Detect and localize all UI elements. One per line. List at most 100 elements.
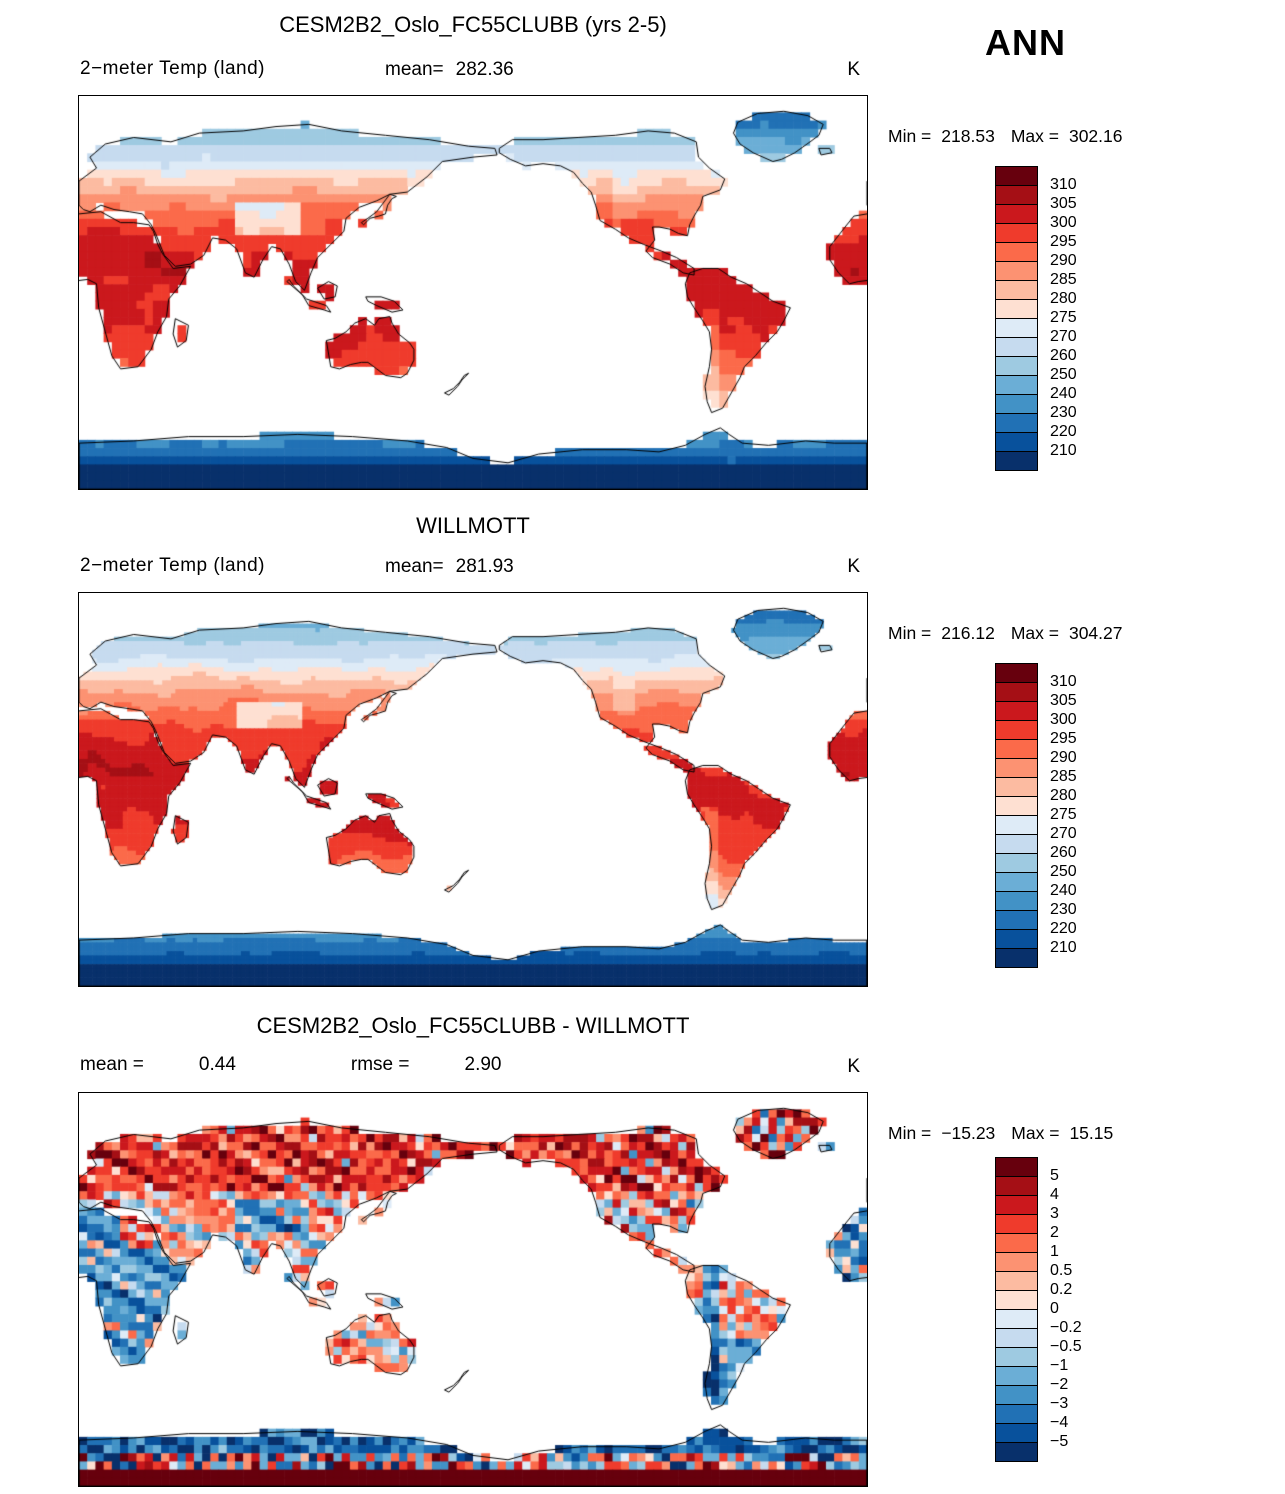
colorbar-box — [995, 337, 1038, 357]
colorbar-label: 0.5 — [1050, 1262, 1073, 1279]
min-value: −15.23 — [941, 1123, 996, 1143]
colorbar-box — [995, 1442, 1038, 1462]
colorbar-label: 305 — [1050, 692, 1077, 709]
colorbar-box — [995, 872, 1038, 892]
colorbar-box — [995, 1423, 1038, 1443]
colorbar-label: 295 — [1050, 233, 1077, 250]
colorbar-box — [995, 1347, 1038, 1367]
colorbar-box — [995, 451, 1038, 471]
map-canvas-model — [78, 95, 868, 490]
panel-model: CESM2B2_Oslo_FC55CLUBB (yrs 2-5) 2−meter… — [0, 0, 1285, 497]
colorbar-label: 280 — [1050, 290, 1077, 307]
colorbar-box — [995, 299, 1038, 319]
colorbar-box — [995, 1404, 1038, 1424]
minmax-line: Min = 216.12 Max = 304.27 — [888, 623, 1123, 644]
colorbar-label: −1 — [1050, 1357, 1069, 1374]
colorbar-box — [995, 891, 1038, 911]
mean-rmse-line: mean = 0.44 rmse = 2.90 — [80, 1054, 501, 1076]
mean-value: 0.44 — [198, 1054, 236, 1075]
panel-difference: CESM2B2_Oslo_FC55CLUBB - WILLMOTT mean =… — [0, 997, 1285, 1494]
colorbar-label: 0 — [1050, 1300, 1059, 1317]
colorbar-box — [995, 1195, 1038, 1215]
map-canvas-difference — [78, 1092, 868, 1487]
colorbar-label: 220 — [1050, 920, 1077, 937]
max-value: 15.15 — [1069, 1123, 1114, 1143]
colorbar-label: 270 — [1050, 825, 1077, 842]
colorbar-box — [995, 739, 1038, 759]
colorbar-label: −0.2 — [1050, 1319, 1082, 1336]
colorbar-box — [995, 1252, 1038, 1272]
colorbar-label: −3 — [1050, 1395, 1069, 1412]
colorbar-box — [995, 223, 1038, 243]
colorbar-box — [995, 432, 1038, 452]
colorbar-label: 5 — [1050, 1167, 1059, 1184]
panel-observations: WILLMOTT 2−meter Temp (land) mean= 281.93… — [0, 497, 1285, 994]
colorbar-box — [995, 701, 1038, 721]
units-label: K — [847, 1056, 860, 1077]
colorbar-box — [995, 413, 1038, 433]
colorbar-label: 295 — [1050, 730, 1077, 747]
colorbar-box — [995, 1157, 1038, 1177]
max-label: Max = — [1010, 126, 1059, 146]
colorbar-box — [995, 948, 1038, 968]
colorbar-label: −5 — [1050, 1433, 1069, 1450]
mean-label: mean= — [385, 59, 444, 80]
colorbar: 310 305 300 295 290 285 280 275 270 260 250 240 230 2… — [995, 663, 1125, 973]
min-value: 216.12 — [941, 623, 995, 643]
colorbar-label: 210 — [1050, 939, 1077, 956]
min-label: Min = — [888, 623, 932, 643]
colorbar-box — [995, 663, 1038, 683]
colorbar-box — [995, 1290, 1038, 1310]
colorbar-label: 310 — [1050, 673, 1077, 690]
colorbar-box — [995, 166, 1038, 186]
colorbar-label: 250 — [1050, 366, 1077, 383]
min-value: 218.53 — [941, 126, 995, 146]
colorbar-box — [995, 910, 1038, 930]
colorbar-label: 2 — [1050, 1224, 1059, 1241]
colorbar-box — [995, 318, 1038, 338]
colorbar-label: 240 — [1050, 882, 1077, 899]
colorbar-box — [995, 758, 1038, 778]
colorbar-box — [995, 1328, 1038, 1348]
colorbar-label: 210 — [1050, 442, 1077, 459]
colorbar-box — [995, 375, 1038, 395]
colorbar-label: 230 — [1050, 404, 1077, 421]
colorbar-box — [995, 1366, 1038, 1386]
colorbar-box — [995, 185, 1038, 205]
colorbar-label: 4 — [1050, 1186, 1059, 1203]
colorbar-label: 275 — [1050, 309, 1077, 326]
colorbar-box — [995, 1176, 1038, 1196]
max-value: 302.16 — [1068, 126, 1123, 146]
colorbar-box — [995, 720, 1038, 740]
colorbar-label: 285 — [1050, 768, 1077, 785]
colorbar-box — [995, 777, 1038, 797]
variable-label: 2−meter Temp (land) — [80, 555, 265, 576]
colorbar-label: −0.5 — [1050, 1338, 1082, 1355]
colorbar-label: 300 — [1050, 214, 1077, 231]
colorbar-box — [995, 1233, 1038, 1253]
map-canvas-observations — [78, 592, 868, 987]
panel-title: WILLMOTT — [416, 513, 530, 538]
mean-label: mean = — [80, 1054, 144, 1075]
colorbar-box — [995, 394, 1038, 414]
colorbar-label: 305 — [1050, 195, 1077, 212]
colorbar-label: 0.2 — [1050, 1281, 1073, 1298]
colorbar-box — [995, 280, 1038, 300]
panel-title: CESM2B2_Oslo_FC55CLUBB (yrs 2-5) — [279, 12, 667, 37]
units-label: K — [847, 556, 860, 577]
colorbar-label: 285 — [1050, 271, 1077, 288]
mean-value: 281.93 — [455, 556, 514, 577]
mean-line: mean= 282.36 — [385, 59, 514, 81]
minmax-line: Min = 218.53 Max = 302.16 — [888, 126, 1123, 147]
colorbar-box — [995, 1214, 1038, 1234]
season-label: ANN — [985, 22, 1066, 63]
colorbar-label: 240 — [1050, 385, 1077, 402]
mean-value: 282.36 — [455, 59, 514, 80]
colorbar-label: 230 — [1050, 901, 1077, 918]
colorbar-label: 290 — [1050, 749, 1077, 766]
colorbar-box — [995, 853, 1038, 873]
colorbar-label: 3 — [1050, 1205, 1059, 1222]
colorbar-label: 290 — [1050, 252, 1077, 269]
colorbar: 310 305 300 295 290 285 280 275 270 260 250 240 230 2… — [995, 166, 1125, 476]
